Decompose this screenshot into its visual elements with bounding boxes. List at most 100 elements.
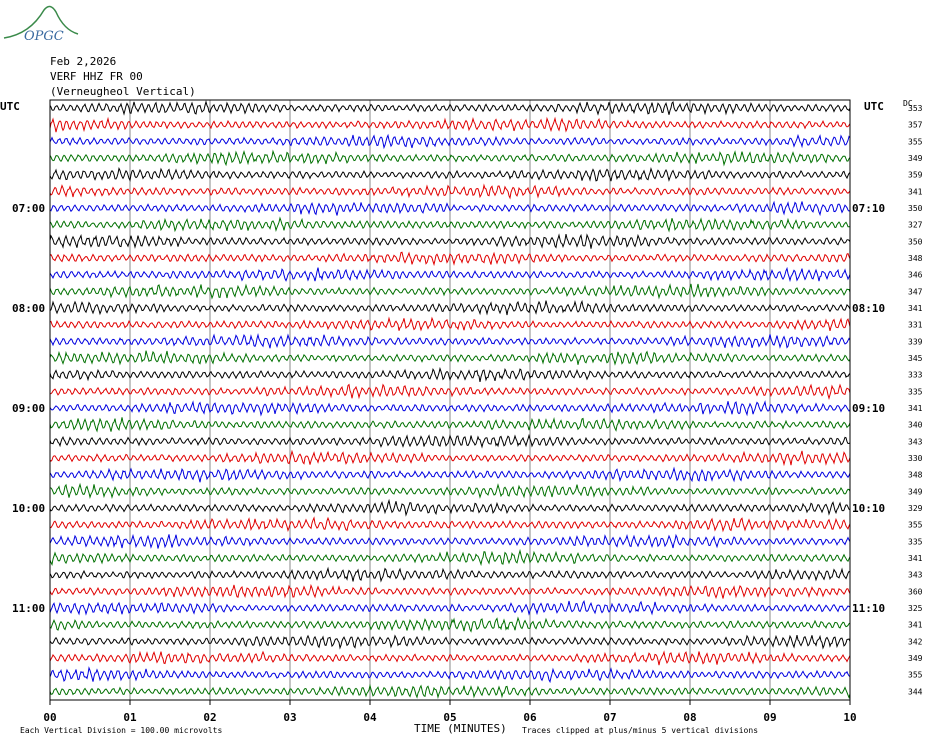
dc-offset-label: 346 <box>908 271 923 280</box>
dc-offset-label: 355 <box>908 137 923 146</box>
right-time-label: 09:10 <box>852 402 885 415</box>
trace-line <box>49 216 851 233</box>
header-date: Feb 2,2026 <box>50 55 117 68</box>
dc-offset-label: 343 <box>908 571 923 580</box>
trace-line <box>49 200 851 217</box>
dc-offset-label: 347 <box>908 287 923 296</box>
x-tick-label: 00 <box>43 711 56 724</box>
footer-right-note: Traces clipped at plus/minus 5 vertical … <box>522 726 758 735</box>
logo-text: OPGC <box>24 29 64 44</box>
left-time-label: 09:00 <box>12 402 45 415</box>
trace-line <box>49 482 851 500</box>
dc-offset-label: 355 <box>908 671 923 680</box>
dc-offset-label: 360 <box>908 587 923 596</box>
footer-left-note: Each Vertical Division = 100.00 microvol… <box>20 726 222 735</box>
left-time-label: 11:00 <box>12 602 45 615</box>
trace-line <box>49 616 851 633</box>
x-tick-label: 04 <box>363 711 377 724</box>
chart-grid <box>129 100 771 700</box>
dc-offset-label: 349 <box>908 154 923 163</box>
dc-offset-label: 341 <box>908 404 923 413</box>
x-tick-label: 10 <box>843 711 856 724</box>
right-time-label: 07:10 <box>852 202 885 215</box>
logo-mountain-icon <box>3 5 79 39</box>
chart-traces <box>49 99 851 700</box>
right-time-label: 10:10 <box>852 502 885 515</box>
dc-offset-label: 348 <box>908 471 923 480</box>
dc-offset-label: 335 <box>908 537 923 546</box>
trace-line <box>49 417 851 433</box>
left-time-labels: 07:00 08:00 09:00 10:00 11:00 <box>12 202 45 615</box>
trace-line <box>49 133 851 150</box>
trace-line <box>49 99 851 116</box>
trace-line <box>49 566 851 583</box>
trace-line <box>49 466 851 483</box>
x-tick-label: 01 <box>123 711 137 724</box>
dc-offset-label: 345 <box>908 354 923 363</box>
dc-offset-label: 342 <box>908 637 923 646</box>
trace-line <box>49 433 851 449</box>
left-time-label: 10:00 <box>12 502 45 515</box>
header-station: VERF HHZ FR 00 <box>50 70 143 83</box>
header-location: (Verneugheol Vertical) <box>50 85 196 98</box>
dc-offset-label: 325 <box>908 604 923 613</box>
left-time-label: 08:00 <box>12 302 45 315</box>
chart-header: Feb 2,2026 VERF HHZ FR 00 (Verneugheol Ver… <box>50 54 196 99</box>
trace-line <box>49 548 851 567</box>
right-time-label: 08:10 <box>852 302 885 315</box>
dc-offset-label: 350 <box>908 204 923 213</box>
dc-offset-label: 341 <box>908 621 923 630</box>
trace-line <box>49 449 851 467</box>
trace-line <box>49 283 851 300</box>
trace-line <box>49 183 851 200</box>
x-tick-label: 07 <box>603 711 616 724</box>
trace-line <box>49 251 851 267</box>
trace-line <box>49 600 851 616</box>
dc-column-title: DC <box>903 99 913 108</box>
x-tick-label: 05 <box>443 711 456 724</box>
dc-offset-labels: 353 357 355 349 359 341 350 327 350 348 346 347 341 3… <box>908 104 923 696</box>
trace-line <box>49 498 851 517</box>
trace-line <box>49 400 851 417</box>
dc-offset-label: 331 <box>908 321 923 330</box>
right-time-label: 11:10 <box>852 602 885 615</box>
x-tick-label: 08 <box>683 711 696 724</box>
dc-offset-label: 340 <box>908 421 923 430</box>
trace-line <box>49 116 851 133</box>
dc-offset-label: 341 <box>908 554 923 563</box>
dc-offset-label: 341 <box>908 304 923 313</box>
trace-line <box>49 383 851 401</box>
trace-line <box>49 233 851 249</box>
dc-offset-label: 329 <box>908 504 923 513</box>
trace-line <box>49 366 851 383</box>
trace-line <box>49 533 851 549</box>
dc-offset-label: 355 <box>908 521 923 530</box>
right-axis-title: UTC <box>864 100 884 113</box>
trace-line <box>49 332 851 349</box>
dc-offset-label: 341 <box>908 187 923 196</box>
dc-offset-label: 349 <box>908 654 923 663</box>
dc-offset-label: 348 <box>908 254 923 263</box>
trace-line <box>49 166 851 182</box>
trace-line <box>49 650 851 666</box>
trace-line <box>49 634 851 650</box>
x-tick-label: 02 <box>203 711 216 724</box>
dc-offset-label: 344 <box>908 687 923 696</box>
x-tick-label: 09 <box>763 711 776 724</box>
dc-offset-label: 333 <box>908 371 923 380</box>
dc-offset-label: 339 <box>908 337 923 346</box>
dc-offset-label: 349 <box>908 487 923 496</box>
trace-line <box>49 583 851 600</box>
dc-offset-label: 359 <box>908 171 923 180</box>
trace-line <box>49 316 851 332</box>
dc-offset-label: 330 <box>908 454 923 463</box>
x-axis-ticks: 00 01 02 03 04 05 06 07 08 09 10 <box>43 700 857 724</box>
left-axis-title: UTC <box>0 100 20 113</box>
dc-offset-label: 350 <box>908 237 923 246</box>
trace-line <box>49 666 851 684</box>
trace-line <box>49 266 851 283</box>
dc-offset-label: 353 <box>908 104 923 113</box>
dc-offset-label: 327 <box>908 221 923 230</box>
x-axis-label: TIME (MINUTES) <box>414 722 507 735</box>
